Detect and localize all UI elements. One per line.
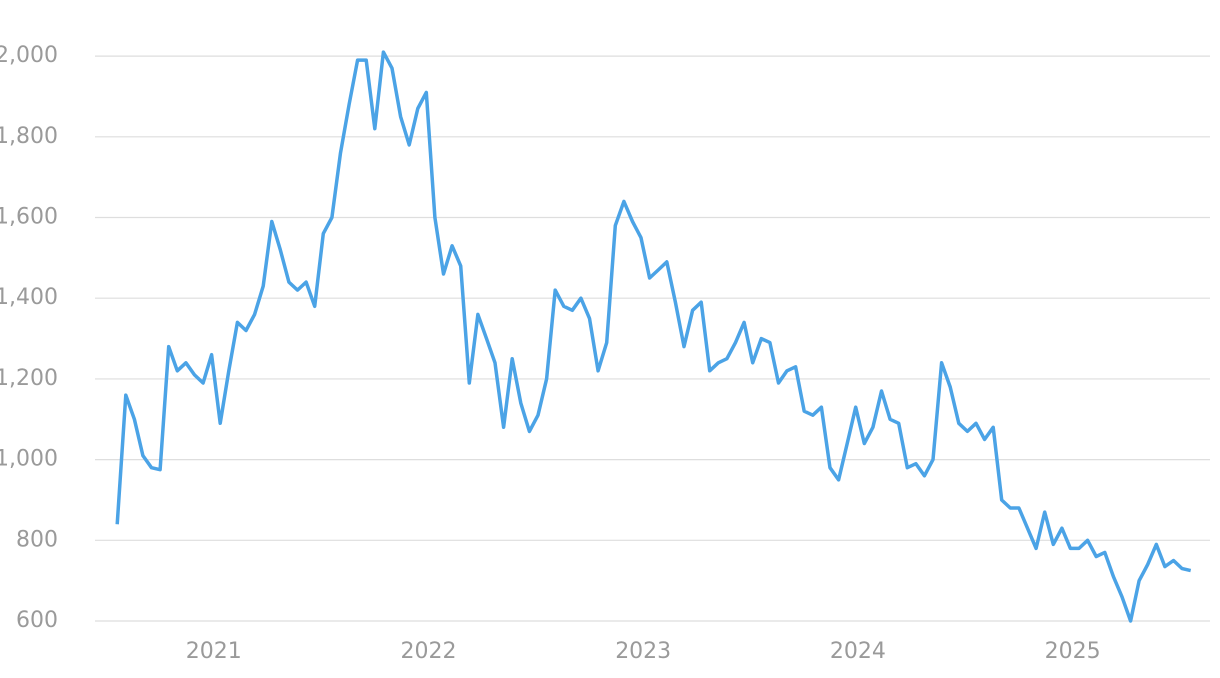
x-tick-label: 2022	[400, 639, 456, 664]
y-tick-label: 1,600	[0, 205, 58, 230]
y-tick-label: 1,000	[0, 447, 58, 472]
x-tick-label: 2021	[186, 639, 242, 664]
y-tick-label: 1,400	[0, 285, 58, 310]
y-tick-label: 600	[16, 608, 58, 633]
x-tick-label: 2023	[615, 639, 671, 664]
y-tick-label: 2,000	[0, 43, 58, 68]
y-tick-label: 1,800	[0, 124, 58, 149]
y-tick-label: 1,200	[0, 366, 58, 391]
price-line	[115, 50, 1192, 623]
x-tick-label: 2025	[1045, 639, 1101, 664]
x-tick-label: 2024	[830, 639, 886, 664]
y-tick-label: 800	[16, 527, 58, 552]
